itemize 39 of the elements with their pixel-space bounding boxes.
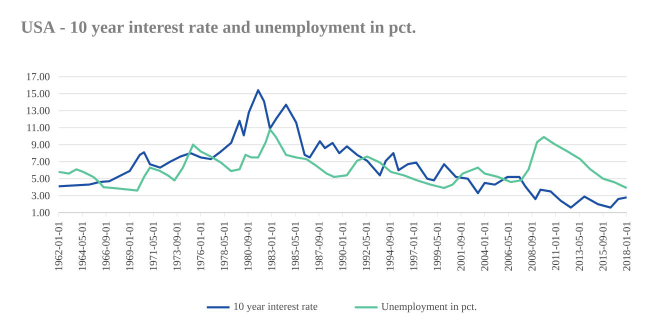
x-tick-label: 2011-01-01 [552, 222, 560, 270]
y-tick-label: 5.00 [32, 175, 50, 182]
x-tick-label: 1962-01-01 [55, 222, 62, 270]
line-series [58, 128, 628, 192]
x-tick-label: 1997-01-01 [410, 222, 418, 270]
x-tick-label: 1971-05-01 [150, 222, 157, 270]
x-tick-label: 2008-09-01 [528, 222, 536, 271]
x-tick-label: 2001-09-01 [457, 222, 465, 271]
x-tick-label: 2006-05-01 [504, 222, 512, 271]
x-tick-label: 1999-05-01 [434, 222, 441, 270]
y-tick-label: 15.00 [26, 90, 50, 98]
x-tick-label: 1964-05-01 [78, 222, 86, 270]
y-tick-label: 1.00 [32, 209, 50, 216]
y-tick-label: 13.00 [26, 107, 50, 114]
y-tick-label: 17.00 [26, 73, 50, 80]
x-tick-label: 1976-01-01 [197, 222, 204, 270]
y-tick-label: 7.00 [32, 158, 50, 166]
x-tick-label: 1990-01-01 [339, 222, 346, 270]
legend-label: 10 year interest rate [234, 302, 318, 312]
x-tick-label: 2004-01-01 [481, 222, 488, 271]
x-tick-label: 1978-05-01 [220, 222, 228, 270]
x-tick-label: 1992-05-01 [362, 222, 370, 270]
x-tick-label: 1985-05-01 [292, 222, 299, 270]
x-tick-label: 2015-09-01 [599, 222, 607, 271]
y-tick-label: 11.00 [27, 124, 50, 132]
x-tick-label: 1973-09-01 [173, 222, 181, 270]
x-tick-label: 2018-01-01 [623, 222, 630, 271]
x-tick-label: 1994-09-01 [386, 222, 394, 270]
y-tick-label: 9.00 [32, 141, 50, 148]
y-tick-label: 3.00 [32, 192, 50, 200]
x-tick-label: 1983-01-01 [268, 222, 276, 270]
x-tick-label: 1987-09-01 [315, 222, 323, 270]
x-tick-label: 1969-01-01 [126, 222, 134, 270]
x-tick-label: 1980-09-01 [244, 222, 252, 270]
chart-title: USA - 10 year interest rate and unemployment in pct. [21, 20, 416, 37]
x-tick-label: 2013-05-01 [576, 222, 583, 271]
legend-label: Unemployment in pct. [381, 302, 476, 312]
x-tick-label: 1966-09-01 [102, 222, 110, 270]
line-series [58, 89, 628, 209]
